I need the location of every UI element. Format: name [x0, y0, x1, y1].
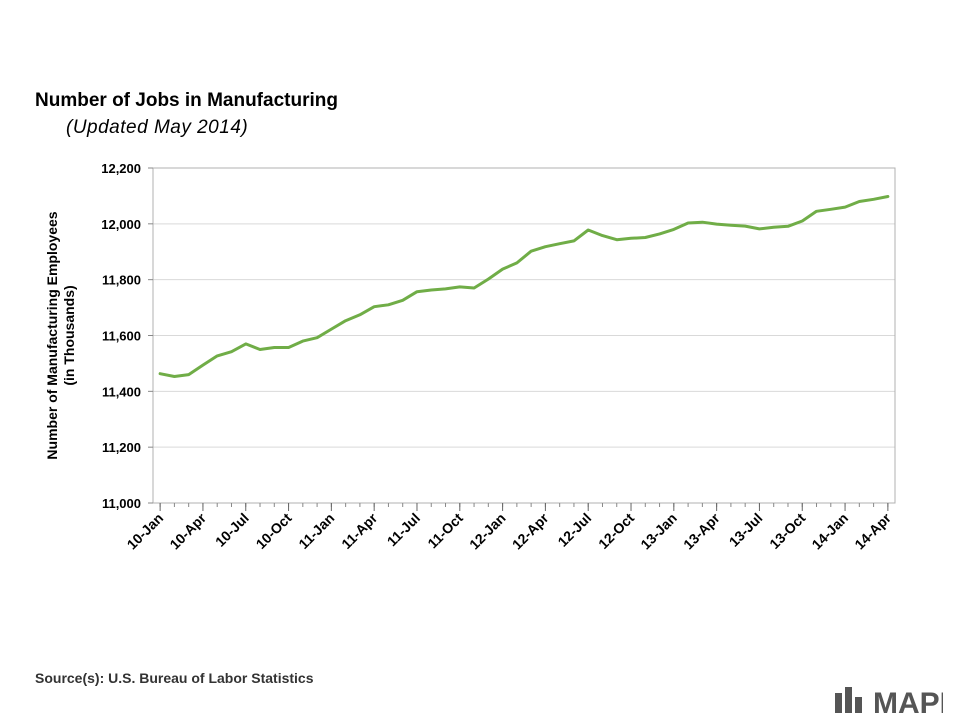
y-tick-label: 11,200 [102, 440, 141, 455]
x-tick-label: 11-Apr [338, 509, 381, 552]
mapi-logo-text: MAPI [873, 687, 943, 715]
x-tick-label: 10-Apr [166, 509, 209, 552]
x-tick-label: 10-Jul [212, 510, 252, 550]
chart-title: Number of Jobs in Manufacturing [35, 90, 338, 111]
y-tick-label: 11,600 [102, 329, 141, 344]
x-tick-label: 13-Oct [766, 510, 808, 552]
x-tick-label: 12-Jan [466, 510, 509, 553]
y-tick-label: 12,200 [101, 161, 141, 176]
x-axis: 10-Jan 10-Apr 10-Jul 10-Oct 11-Jan 11-Apr 11-J… [124, 503, 894, 553]
mapi-logo: MAPI [835, 687, 943, 715]
x-tick-label: 12-Oct [595, 510, 637, 552]
y-axis-label: Number of Manufacturing Employees [44, 211, 60, 459]
y-axis: 11,000 11,200 11,400 11,600 11,800 12,000 12,2… [101, 161, 153, 511]
y-tick-label: 11,400 [102, 384, 141, 399]
x-tick-label: 11-Jul [384, 510, 423, 549]
x-tick-label: 10-Jan [124, 510, 167, 553]
x-tick-label: 14-Apr [851, 509, 894, 552]
x-tick-label: 10-Oct [253, 510, 295, 552]
y-axis-label-units: (in Thousands) [61, 285, 77, 385]
logo-bar [835, 693, 842, 713]
x-tick-label: 14-Jan [808, 510, 851, 553]
x-tick-label: 13-Jul [726, 510, 766, 550]
x-tick-label: 12-Apr [509, 509, 552, 552]
logo-bar [855, 697, 862, 713]
chart-subtitle: (Updated May 2014) [66, 117, 249, 138]
y-tick-label: 11,000 [102, 496, 141, 511]
series-line [158, 195, 890, 378]
y-tick-label: 12,000 [101, 217, 141, 232]
x-tick-label: 13-Jan [637, 510, 680, 553]
x-tick-label: 13-Apr [680, 509, 723, 552]
mapi-logo-mark-icon [835, 687, 862, 713]
x-tick-label: 11-Jan [295, 510, 337, 552]
gridlines [153, 167, 895, 504]
x-tick-label: 12-Jul [554, 510, 594, 550]
x-tick-label: 11-Oct [424, 510, 466, 552]
y-tick-label: 11,800 [102, 273, 141, 288]
logo-bar [845, 687, 852, 713]
source-note: Source(s): U.S. Bureau of Labor Statisti… [35, 670, 314, 686]
